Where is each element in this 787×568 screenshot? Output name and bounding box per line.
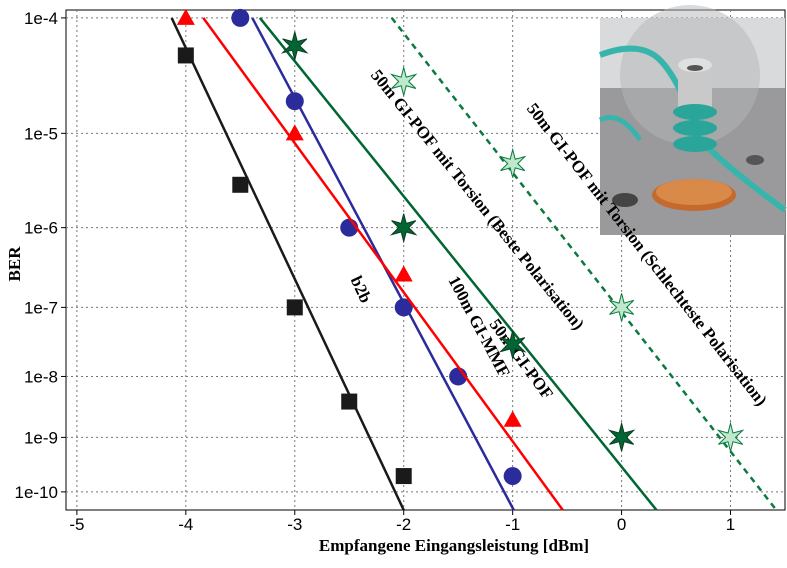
- y-tick-label: 1e-10: [15, 483, 58, 502]
- point: [395, 468, 412, 485]
- point: [503, 467, 522, 486]
- fit-line: [258, 17, 658, 511]
- y-tick-label: 1e-4: [24, 9, 58, 28]
- plot-frame: [65, 9, 786, 511]
- fit-line: [390, 17, 778, 511]
- point: [231, 8, 250, 27]
- point: [280, 31, 309, 62]
- y-tick-label: 1e-9: [24, 428, 58, 447]
- point: [503, 410, 522, 427]
- point: [389, 65, 418, 96]
- fit-line: [202, 17, 564, 511]
- point: [498, 330, 527, 361]
- y-tick-label: 1e-7: [24, 298, 58, 317]
- point: [394, 265, 413, 282]
- x-tick-label: -1: [505, 515, 520, 534]
- fit-line: [170, 17, 405, 511]
- point: [609, 293, 635, 322]
- y-tick-label: 1e-8: [24, 367, 58, 386]
- series-label: b2b: [347, 273, 376, 306]
- point: [232, 176, 249, 193]
- x-tick-label: 1: [726, 515, 735, 534]
- x-tick-label: -5: [69, 515, 84, 534]
- x-tick-label: -2: [396, 515, 411, 534]
- point: [394, 298, 413, 317]
- series-label: 50m GI-POF mit Torsion (Beste Polarisati…: [367, 66, 588, 334]
- point: [341, 393, 358, 410]
- point: [176, 8, 195, 25]
- point: [285, 92, 304, 111]
- point: [285, 124, 304, 141]
- point: [716, 421, 745, 452]
- point: [177, 47, 194, 64]
- point: [389, 213, 418, 244]
- grid: -5 -4 -3 -2 -1 0 1 1e-4 1e-5 1e-6 1e-7 1e-8 1e-9 1e-1…: [15, 9, 786, 534]
- y-tick-label: 1e-6: [24, 219, 58, 238]
- y-tick-label: 1e-5: [24, 124, 58, 143]
- point: [286, 299, 303, 316]
- point: [607, 421, 636, 452]
- x-axis-label: Empfangene Eingangsleistung [dBm]: [319, 536, 589, 555]
- photo-inset: [598, 5, 787, 235]
- x-tick-label: 0: [617, 515, 626, 534]
- y-axis-label: BER: [5, 246, 24, 282]
- x-tick-label: -4: [178, 515, 193, 534]
- x-tick-label: -3: [287, 515, 302, 534]
- point: [498, 147, 527, 178]
